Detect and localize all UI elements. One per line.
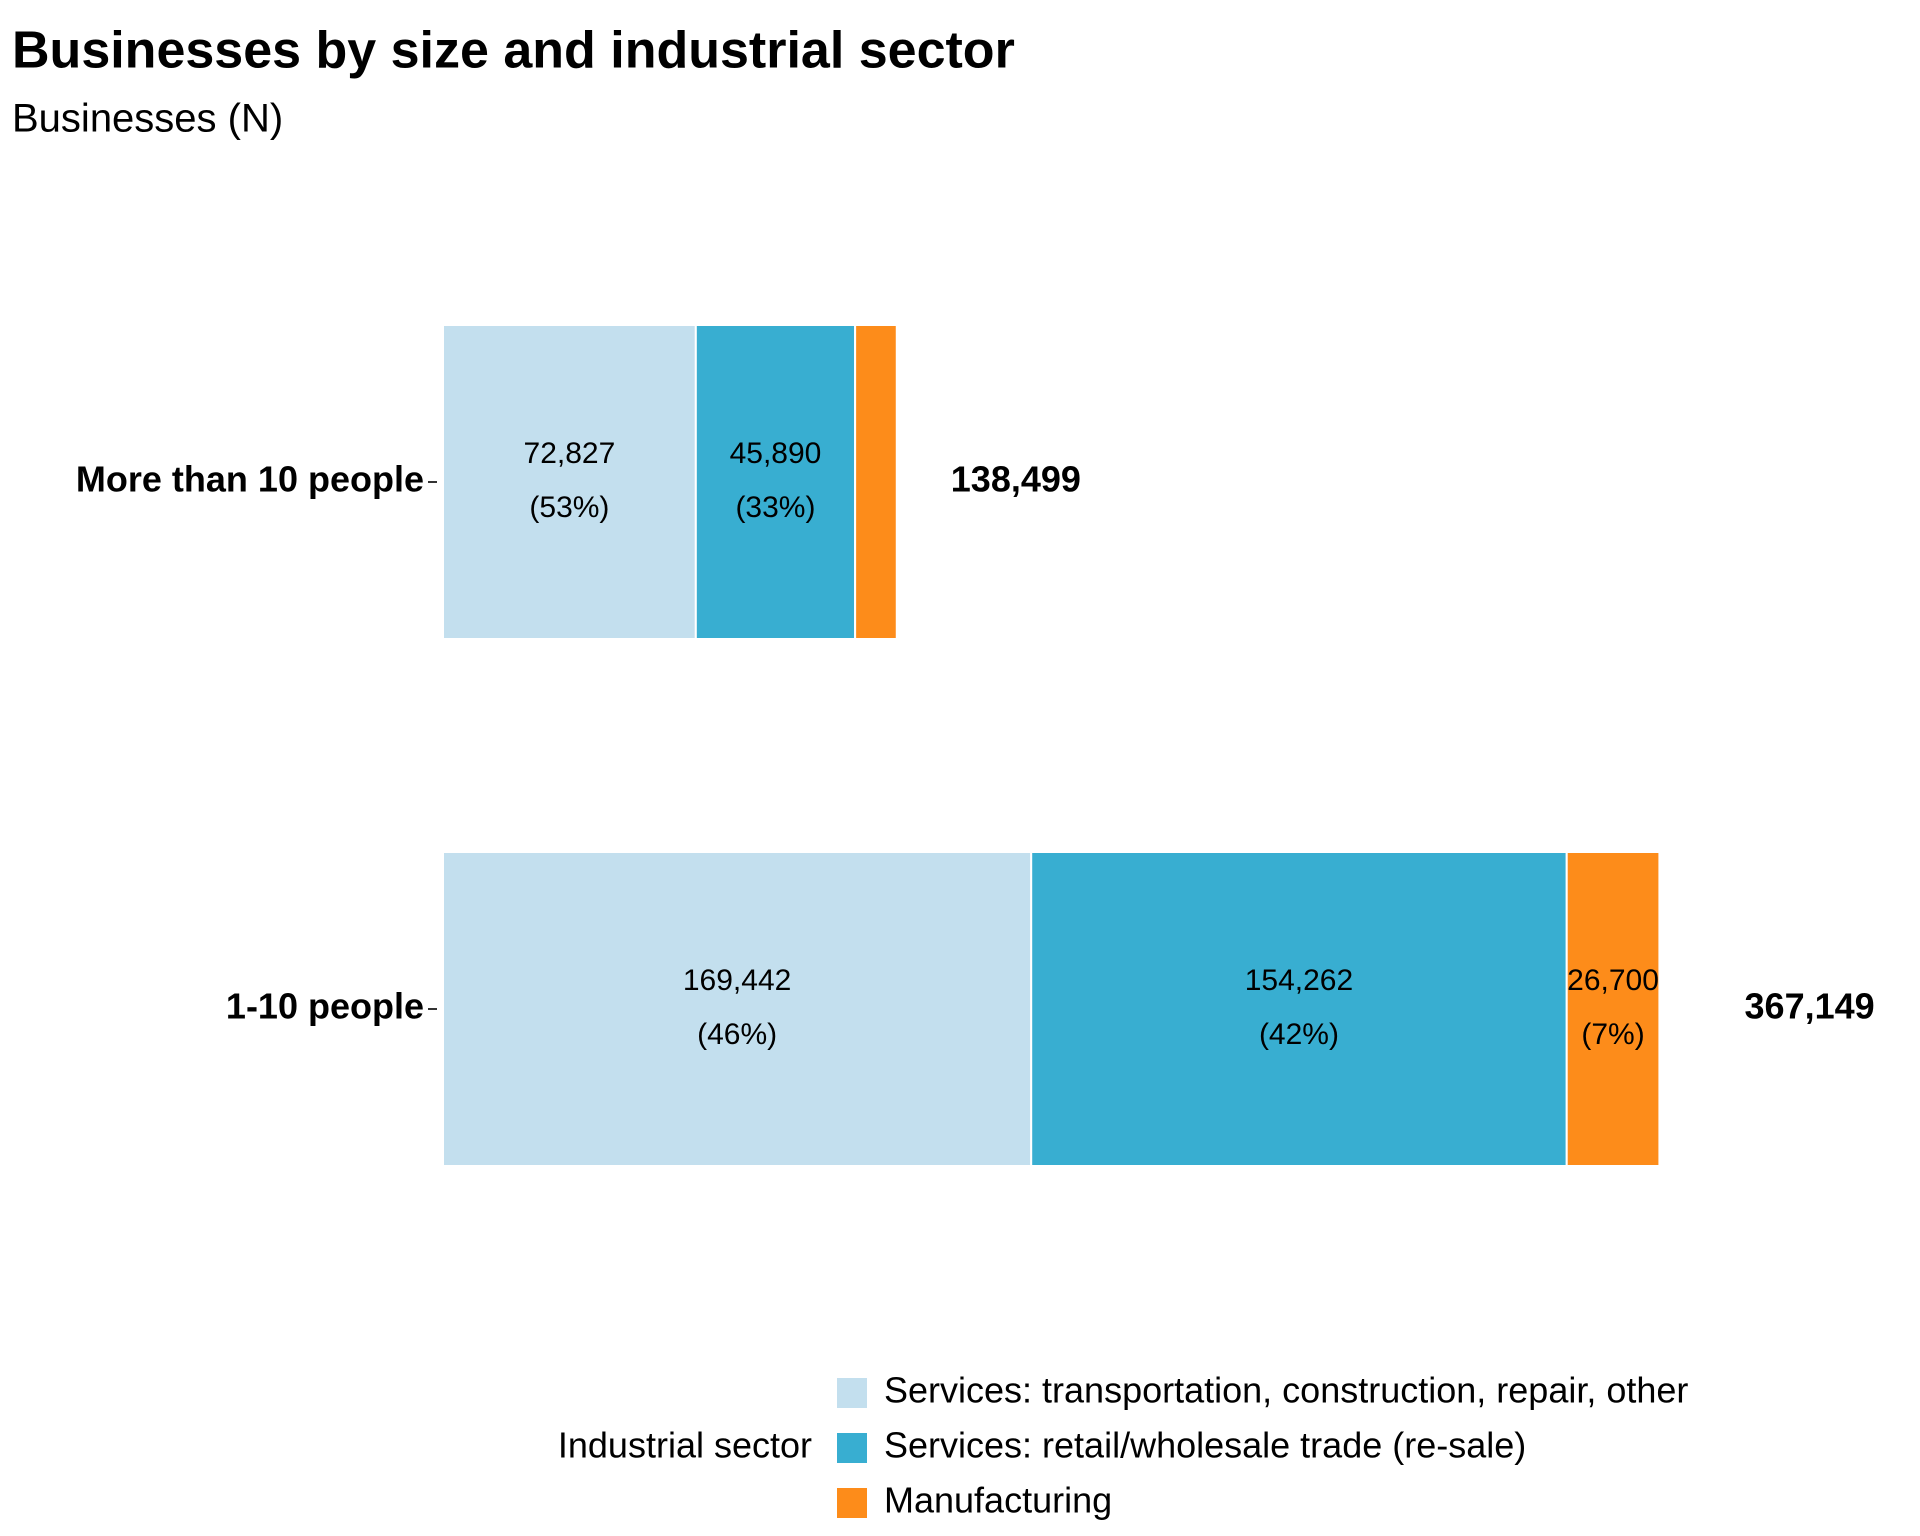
bar-segment [1565,851,1661,1167]
bar-segment [1030,851,1568,1167]
legend-swatch [837,1378,867,1408]
share-label: (7%) [1581,1018,1644,1051]
legend-swatch [837,1433,867,1463]
category-label: More than 10 people [76,459,424,500]
category-label: 1-10 people [226,986,424,1027]
bar-segment [442,324,697,640]
share-label: (46%) [697,1018,777,1051]
legend-label: Services: retail/wholesale trade (re-sal… [884,1425,1526,1466]
total-label: 138,499 [951,459,1081,500]
legend-label: Manufacturing [884,1480,1112,1521]
value-label: 72,827 [524,437,616,470]
bar-segment [694,324,857,640]
value-label: 154,262 [1245,964,1353,997]
total-label: 367,149 [1745,986,1875,1027]
share-label: (53%) [529,491,609,524]
share-label: (42%) [1259,1018,1339,1051]
value-label: 169,442 [683,964,791,997]
legend-swatch [837,1488,867,1518]
share-label: (33%) [735,491,815,524]
chart-title: Businesses by size and industrial sector [12,22,1015,80]
legend-title: Industrial sector [558,1425,812,1466]
legend-label: Services: transportation, construction, … [884,1370,1688,1411]
chart-subtitle: Businesses (N) [12,97,283,141]
value-label: 45,890 [730,437,822,470]
bar-segment [442,851,1033,1167]
value-label: 26,700 [1567,964,1659,997]
bar-segment [854,324,898,640]
